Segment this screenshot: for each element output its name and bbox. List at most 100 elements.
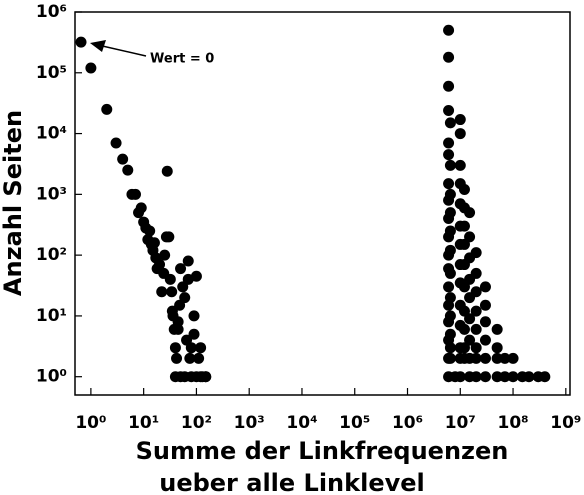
point <box>182 255 194 267</box>
point <box>470 286 482 298</box>
point <box>85 62 97 74</box>
x-axis-label: ueber alle Linklevel <box>159 469 425 495</box>
point <box>470 352 482 364</box>
point <box>110 137 122 149</box>
point <box>464 313 476 325</box>
point <box>75 36 87 48</box>
point <box>172 323 184 335</box>
point <box>454 159 466 171</box>
point <box>499 371 511 383</box>
x-tick-label: 10² <box>181 413 212 433</box>
point <box>499 352 511 364</box>
point <box>148 237 160 249</box>
point <box>479 281 491 293</box>
point <box>507 371 519 383</box>
point <box>195 342 207 354</box>
y-tick-label: 10¹ <box>36 306 67 326</box>
x-tick-label: 10⁴ <box>286 413 317 433</box>
point <box>454 128 466 140</box>
point <box>129 188 141 200</box>
point <box>444 342 456 354</box>
point <box>479 334 491 346</box>
point <box>154 259 166 271</box>
point <box>443 178 455 190</box>
point <box>444 328 456 340</box>
y-tick-label: 10⁵ <box>36 63 67 83</box>
point <box>164 273 176 285</box>
point <box>200 371 212 383</box>
point <box>491 352 503 364</box>
point <box>159 249 171 261</box>
point <box>458 184 470 196</box>
point <box>185 342 197 354</box>
y-axis-label: Anzahl Seiten <box>0 110 27 296</box>
point <box>144 225 156 237</box>
annotation-arrowhead <box>90 40 106 52</box>
point <box>507 352 519 364</box>
point <box>443 80 455 92</box>
point <box>470 323 482 335</box>
point <box>539 371 551 383</box>
x-axis-label: Summe der Linkfrequenzen <box>136 437 509 465</box>
point <box>470 305 482 317</box>
point <box>479 299 491 311</box>
point <box>479 316 491 328</box>
point <box>458 323 470 335</box>
point <box>491 371 503 383</box>
point <box>470 371 482 383</box>
point <box>101 103 113 115</box>
point <box>444 159 456 171</box>
annotation-arrow <box>97 44 147 57</box>
point <box>479 371 491 383</box>
point <box>117 153 129 165</box>
y-tick-label: 10⁶ <box>36 2 67 22</box>
y-tick-label: 10⁴ <box>36 124 67 144</box>
point <box>184 352 196 364</box>
point <box>479 352 491 364</box>
point <box>443 51 455 63</box>
point <box>135 202 147 214</box>
point <box>166 305 178 317</box>
point <box>464 231 476 243</box>
point <box>454 114 466 126</box>
point <box>523 371 535 383</box>
point <box>193 352 205 364</box>
point <box>444 310 456 322</box>
point <box>122 164 134 176</box>
point <box>443 137 455 149</box>
point <box>444 244 456 256</box>
point <box>444 352 456 364</box>
point <box>458 220 470 232</box>
point <box>444 267 456 279</box>
point <box>443 281 455 293</box>
point <box>491 323 503 335</box>
y-tick-label: 10² <box>36 245 67 265</box>
point <box>470 247 482 259</box>
point <box>444 188 456 200</box>
point <box>172 316 184 328</box>
point <box>491 342 503 354</box>
x-tick-label: 10⁹ <box>550 413 581 433</box>
point <box>443 149 455 161</box>
point <box>444 207 456 219</box>
point <box>470 267 482 279</box>
point <box>443 104 455 116</box>
point <box>161 165 173 177</box>
point <box>156 286 168 298</box>
point <box>464 207 476 219</box>
point <box>464 334 476 346</box>
point <box>169 342 181 354</box>
point <box>444 292 456 304</box>
point <box>444 225 456 237</box>
x-tick-label: 10³ <box>234 413 265 433</box>
x-tick-label: 10⁰ <box>75 413 106 433</box>
plot-frame <box>74 11 571 396</box>
y-tick-label: 10³ <box>36 184 67 204</box>
point <box>188 310 200 322</box>
point <box>182 273 194 285</box>
x-tick-label: 10⁵ <box>339 413 370 433</box>
point <box>443 24 455 36</box>
point <box>179 292 191 304</box>
point <box>188 328 200 340</box>
